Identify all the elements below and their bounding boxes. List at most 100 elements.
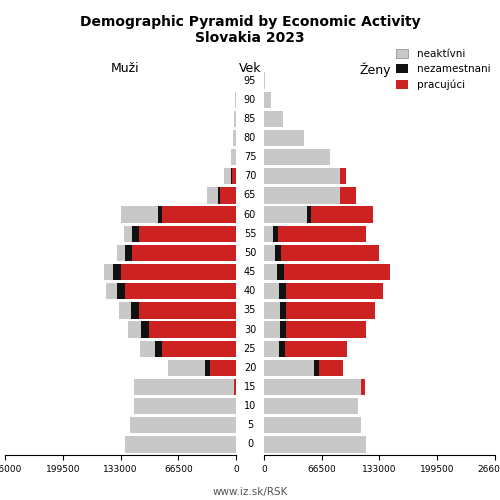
Bar bbox=[132, 226, 139, 242]
Text: 35: 35 bbox=[244, 306, 256, 316]
Bar bbox=[264, 149, 330, 166]
Bar bbox=[140, 340, 156, 357]
Bar bbox=[125, 245, 132, 261]
Bar bbox=[264, 264, 277, 280]
Text: 70: 70 bbox=[244, 172, 256, 181]
Bar bbox=[284, 264, 390, 280]
Bar bbox=[277, 264, 284, 280]
Bar bbox=[361, 379, 364, 395]
Bar bbox=[205, 360, 210, 376]
Bar bbox=[139, 226, 236, 242]
Text: 10: 10 bbox=[244, 401, 256, 411]
Bar bbox=[264, 436, 366, 452]
Bar bbox=[264, 283, 278, 300]
Bar bbox=[264, 110, 283, 127]
Bar bbox=[286, 283, 383, 300]
Text: 15: 15 bbox=[244, 382, 256, 392]
Bar bbox=[142, 322, 149, 338]
Bar bbox=[264, 340, 278, 357]
Text: 55: 55 bbox=[244, 229, 256, 239]
Bar bbox=[158, 206, 162, 223]
Bar bbox=[220, 188, 236, 204]
Bar bbox=[117, 245, 125, 261]
Bar bbox=[264, 302, 280, 318]
Bar bbox=[264, 226, 272, 242]
Bar bbox=[149, 322, 236, 338]
Bar bbox=[162, 206, 236, 223]
Bar bbox=[280, 322, 286, 338]
Text: 80: 80 bbox=[244, 133, 256, 143]
Text: 60: 60 bbox=[244, 210, 256, 220]
Text: 75: 75 bbox=[244, 152, 256, 162]
Bar bbox=[278, 283, 285, 300]
Bar bbox=[130, 417, 236, 434]
Bar bbox=[264, 130, 304, 146]
Bar bbox=[272, 226, 278, 242]
Bar bbox=[125, 436, 236, 452]
Text: 25: 25 bbox=[244, 344, 256, 353]
Text: 40: 40 bbox=[244, 286, 256, 296]
Text: 0: 0 bbox=[247, 440, 253, 450]
Bar bbox=[139, 302, 236, 318]
Bar bbox=[232, 130, 236, 146]
Bar bbox=[278, 226, 366, 242]
Bar bbox=[119, 302, 131, 318]
Bar bbox=[232, 168, 236, 184]
Bar bbox=[210, 360, 236, 376]
Bar bbox=[131, 302, 139, 318]
Text: Ženy: Ženy bbox=[359, 62, 391, 77]
Bar bbox=[264, 379, 361, 395]
Bar bbox=[134, 398, 236, 414]
Text: 20: 20 bbox=[244, 363, 256, 373]
Bar bbox=[106, 283, 117, 300]
Text: Vek: Vek bbox=[239, 62, 261, 76]
Text: 45: 45 bbox=[244, 267, 256, 277]
Text: 65: 65 bbox=[244, 190, 256, 200]
Bar bbox=[234, 110, 236, 127]
Bar bbox=[281, 245, 378, 261]
Bar bbox=[120, 264, 236, 280]
Text: 95: 95 bbox=[244, 76, 256, 86]
Bar bbox=[168, 360, 205, 376]
Bar bbox=[124, 226, 132, 242]
Bar bbox=[156, 340, 162, 357]
Legend: neaktívni, nezamestnani, pracujúci: neaktívni, nezamestnani, pracujúci bbox=[392, 44, 494, 94]
Bar bbox=[117, 283, 125, 300]
Bar bbox=[278, 340, 284, 357]
Bar bbox=[286, 322, 366, 338]
Bar bbox=[264, 417, 361, 434]
Bar bbox=[234, 379, 236, 395]
Bar bbox=[104, 264, 112, 280]
Bar bbox=[231, 149, 236, 166]
Bar bbox=[264, 168, 340, 184]
Bar bbox=[318, 360, 343, 376]
Bar bbox=[162, 340, 236, 357]
Text: 30: 30 bbox=[244, 324, 256, 334]
Bar bbox=[264, 398, 358, 414]
Bar bbox=[218, 188, 220, 204]
Bar bbox=[275, 245, 281, 261]
Bar bbox=[280, 302, 285, 318]
Bar bbox=[314, 360, 318, 376]
Bar bbox=[340, 168, 345, 184]
Bar bbox=[264, 92, 271, 108]
Bar bbox=[340, 188, 356, 204]
Bar bbox=[122, 206, 158, 223]
Bar bbox=[308, 206, 311, 223]
Bar bbox=[134, 379, 234, 395]
Bar bbox=[264, 245, 275, 261]
Bar bbox=[264, 188, 340, 204]
Bar bbox=[284, 340, 348, 357]
Text: www.iz.sk/RSK: www.iz.sk/RSK bbox=[212, 488, 288, 498]
Bar bbox=[132, 245, 236, 261]
Text: 50: 50 bbox=[244, 248, 256, 258]
Bar bbox=[286, 302, 375, 318]
Bar bbox=[128, 322, 141, 338]
Text: 90: 90 bbox=[244, 94, 256, 104]
Bar bbox=[264, 360, 314, 376]
Bar bbox=[125, 283, 236, 300]
Bar bbox=[264, 322, 280, 338]
Text: 5: 5 bbox=[247, 420, 253, 430]
Bar bbox=[311, 206, 374, 223]
Text: Muži: Muži bbox=[110, 62, 140, 76]
